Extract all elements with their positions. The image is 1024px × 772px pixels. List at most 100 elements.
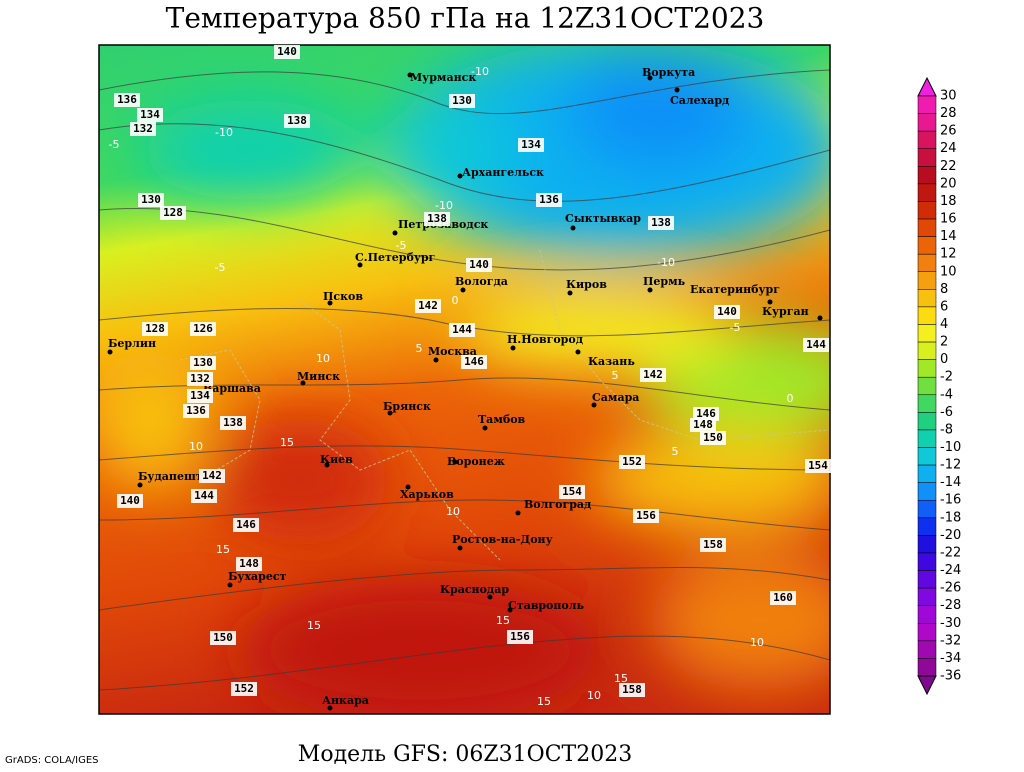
colorbar-label: 26 <box>940 124 957 139</box>
colorbar-swatch <box>917 95 937 114</box>
city-label: Салехард <box>670 94 729 107</box>
colorbar-label: -28 <box>940 598 961 613</box>
height-label: 158 <box>703 538 723 551</box>
city-dot <box>674 87 680 93</box>
temperature-label: 10 <box>446 505 460 518</box>
height-label-box <box>536 193 562 207</box>
colorbar-swatch <box>917 376 937 396</box>
colorbar-label: 4 <box>940 317 948 332</box>
city-dot <box>767 299 773 305</box>
height-label: 160 <box>773 591 793 604</box>
city-dot <box>300 380 306 386</box>
height-label-box <box>142 322 168 336</box>
colorbar-label: 12 <box>940 247 957 262</box>
height-label-box <box>284 114 310 128</box>
city-dot <box>507 607 513 613</box>
city-label: Киев <box>320 453 353 466</box>
temperature-field <box>99 45 830 714</box>
city-label: Воркута <box>642 66 695 79</box>
colorbar-swatch <box>917 658 937 677</box>
city-label: Брянск <box>383 400 431 413</box>
city-label: Минск <box>297 370 340 383</box>
city-dot <box>324 462 330 468</box>
city-dot <box>392 230 398 236</box>
colorbar-swatch <box>917 359 937 378</box>
temperature-label: -5 <box>215 261 226 274</box>
height-label-box <box>449 94 475 108</box>
city-dot <box>591 402 597 408</box>
colorbar-swatch <box>917 623 937 642</box>
colorbar-label: -6 <box>940 405 953 420</box>
height-label: 148 <box>693 418 713 431</box>
city-label: Вологда <box>455 275 508 288</box>
city-dot <box>647 75 653 81</box>
height-label-box <box>466 258 492 272</box>
colorbar-label: -22 <box>940 545 961 560</box>
field-blobs <box>99 45 830 714</box>
colorbar-swatch <box>917 271 937 290</box>
city-label: Тамбов <box>478 413 526 426</box>
height-label-box <box>415 299 441 313</box>
temperature-label: 15 <box>216 543 230 556</box>
colorbar-swatch <box>917 289 937 308</box>
colorbar-swatch <box>917 429 937 448</box>
colorbar-label: 30 <box>940 89 957 104</box>
height-label: 130 <box>193 356 213 369</box>
city-dot <box>452 459 458 465</box>
temperature-label: 5 <box>612 369 619 382</box>
colorbar-label: 24 <box>940 141 957 156</box>
colorbar-swatch <box>917 605 937 624</box>
height-label: 140 <box>469 258 489 271</box>
city-label: Ставрополь <box>508 599 585 612</box>
height-label: 136 <box>117 93 137 106</box>
height-label-box <box>619 455 645 469</box>
colorbar-arrow-top <box>917 76 937 97</box>
height-label: 138 <box>287 114 307 127</box>
height-label-box <box>138 193 164 207</box>
colorbar-swatch <box>917 148 937 167</box>
height-label: 156 <box>510 630 530 643</box>
colorbar-swatch <box>917 517 937 536</box>
height-label: 128 <box>145 322 165 335</box>
height-label: 146 <box>236 518 256 531</box>
height-label: 146 <box>696 407 716 420</box>
height-label: 146 <box>464 355 484 368</box>
city-label: Екатеринбург <box>690 283 780 296</box>
colorbar-swatch <box>917 499 937 519</box>
city-label: Архангельск <box>462 166 544 179</box>
colorbar-swatch <box>917 552 937 571</box>
city-dot <box>460 287 466 293</box>
colorbar-label: -18 <box>940 510 961 525</box>
height-label: 142 <box>643 368 663 381</box>
height-label-box <box>191 489 217 503</box>
height-label-box <box>507 630 533 644</box>
colorbar-swatch <box>917 341 937 360</box>
city-label: Москва <box>428 345 477 358</box>
colorbar-label: 20 <box>940 176 957 191</box>
height-label-box <box>518 138 544 152</box>
colorbar-swatch <box>917 218 937 237</box>
colorbar-label: -14 <box>940 475 961 490</box>
height-label-box <box>693 407 719 421</box>
colorbar-label: -26 <box>940 581 961 596</box>
colorbar-swatch <box>917 464 937 483</box>
height-label-box <box>117 494 143 508</box>
colorbar-label: -36 <box>940 669 961 684</box>
height-label: 138 <box>651 216 671 229</box>
height-label: 140 <box>120 494 140 507</box>
height-label-box <box>559 485 585 499</box>
city-label: Казань <box>588 355 635 368</box>
height-label-box <box>160 206 186 220</box>
height-label: 138 <box>427 212 447 225</box>
colorbar-label: -30 <box>940 616 961 631</box>
temperature-label: 15 <box>496 614 510 627</box>
height-label-box <box>449 323 475 337</box>
city-dot <box>647 287 653 293</box>
height-label-box <box>130 122 156 136</box>
height-label: 134 <box>521 138 541 151</box>
city-dot <box>357 262 363 268</box>
height-label-box <box>231 682 257 696</box>
city-label: Берлин <box>108 337 156 350</box>
city-dot <box>433 357 439 363</box>
city-dot <box>107 349 113 355</box>
